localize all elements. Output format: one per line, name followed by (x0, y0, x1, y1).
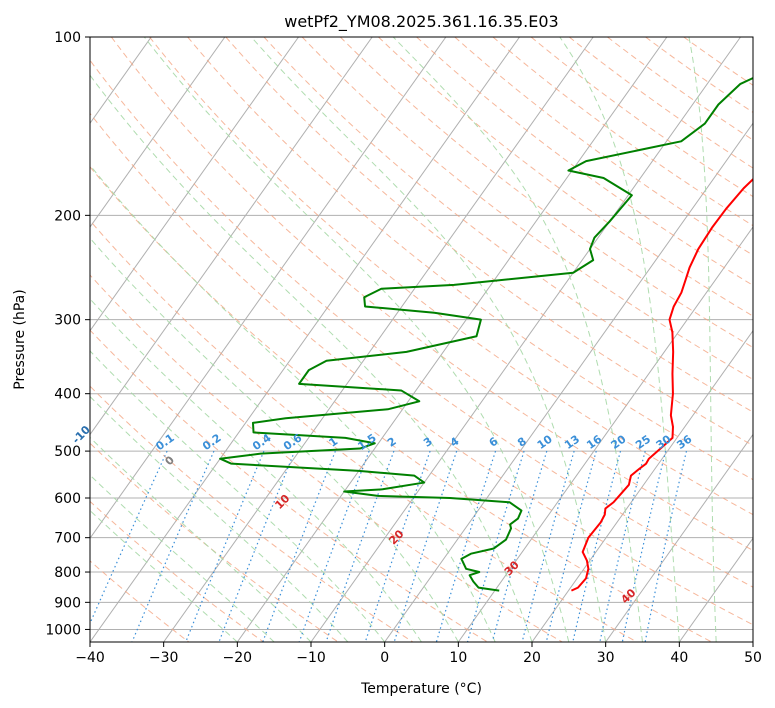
dry-adiabat-line (187, 37, 753, 481)
grid-layer (0, 37, 753, 642)
x-tick-label: 0 (380, 650, 389, 666)
y-tick-label: 500 (54, 444, 81, 460)
dry-adiabat-line (263, 37, 753, 413)
isotherm-line (0, 37, 4, 642)
moist-adiabat-line (90, 237, 459, 642)
chart-title: wetPf2_YM08.2025.361.16.35.E03 (284, 12, 558, 32)
dry-adiabat-line (339, 37, 753, 349)
mixing-ratio-line (435, 450, 497, 642)
y-tick-label: 900 (54, 595, 81, 611)
mixing-ratio-line (644, 450, 688, 642)
isotherm-line (605, 433, 753, 642)
dry-adiabat-line (90, 219, 638, 642)
dry-adiabat-line (90, 112, 753, 626)
moist-adiabat-line (559, 37, 680, 642)
isotherm-line (90, 37, 226, 228)
mixing-ratio-line (521, 450, 575, 642)
series-layer (219, 76, 753, 592)
isotherm-line (90, 37, 447, 540)
mixing-ratio-line (621, 450, 667, 642)
mixing-ratio-line (466, 450, 525, 642)
x-tick-label: −10 (296, 650, 326, 666)
isotherm-line (236, 37, 668, 642)
dry-adiabat-line (90, 500, 264, 642)
moist-adiabat-line (250, 37, 607, 642)
mixing-ratio-line (393, 450, 458, 642)
dry-adiabat-line (607, 37, 753, 141)
moist-adiabat-line (688, 37, 717, 642)
mixing-ratio-line (298, 450, 370, 642)
dry-adiabat-line (90, 59, 753, 588)
dry-adiabat-line (301, 37, 753, 380)
mixing-ratio-line (325, 450, 395, 642)
dry-adiabat-line (90, 274, 563, 642)
moist-adiabat-line (90, 164, 496, 642)
x-tick-label: −40 (75, 650, 105, 666)
dry-adiabat-line (378, 37, 753, 317)
y-tick-label: 100 (54, 30, 81, 46)
mixing-ratio-line (491, 450, 548, 642)
mixing-ratio-line (185, 450, 265, 642)
isotherm-line (384, 122, 753, 642)
y-tick-label: 800 (54, 565, 81, 581)
moist-adiabat-line (90, 74, 533, 642)
moist-adiabat-line (392, 37, 643, 642)
plot-frame (89, 36, 754, 643)
isotherm-line (678, 537, 753, 642)
x-tick-label: −20 (223, 650, 253, 666)
x-tick-label: 20 (523, 650, 541, 666)
y-axis-title: Pressure (hPa) (12, 289, 28, 389)
mixing-ratio-line (599, 450, 646, 642)
dry-adiabat-line (90, 385, 414, 642)
isotherm-line (90, 37, 299, 332)
mixing-ratio-line (218, 450, 296, 642)
y-tick-label: 700 (54, 531, 81, 547)
x-tick-label: 30 (597, 650, 615, 666)
isotherm-line (531, 329, 753, 642)
dry-adiabat-line (90, 329, 488, 642)
dry-adiabat-line (90, 166, 712, 642)
x-tick-label: −30 (149, 650, 179, 666)
axes-layer: −40 −30 −20 −10 0 10 20 30 40 50 100 200 300 400 500 60… (45, 30, 762, 666)
mixing-ratio-line (364, 450, 431, 642)
plot-background (90, 37, 753, 642)
moist-adiabat-line (90, 395, 349, 642)
dry-adiabat-line (454, 37, 753, 256)
mixing-ratio-line (262, 450, 336, 642)
dry-adiabat-line (225, 37, 753, 447)
x-tick-label: 40 (670, 650, 688, 666)
moist-adiabat-line (90, 509, 238, 642)
moist-adiabat-line (90, 298, 422, 642)
dry-adiabat-line (492, 37, 753, 227)
isotherm-line (163, 37, 594, 642)
y-tick-label: 300 (54, 313, 81, 329)
moist-adiabat-line (143, 37, 570, 642)
dry-adiabat-line (149, 37, 753, 516)
isotherm-line (90, 37, 373, 436)
moist-adiabat-line (90, 474, 275, 642)
dry-adiabat-line (110, 37, 753, 551)
y-tick-label: 1000 (45, 622, 81, 638)
y-tick-label: 200 (54, 208, 81, 224)
dewpoint-line (219, 76, 753, 592)
dry-adiabat-line (568, 37, 753, 169)
isotherm-line (752, 641, 753, 642)
x-tick-label: 50 (744, 650, 762, 666)
y-tick-label: 600 (54, 491, 81, 507)
mixing-ratio-line (131, 450, 215, 642)
x-tick-label: 10 (449, 650, 467, 666)
x-axis-title: Temperature (°C) (360, 681, 482, 697)
y-tick-label: 400 (54, 387, 81, 403)
temperature-line (570, 177, 753, 592)
